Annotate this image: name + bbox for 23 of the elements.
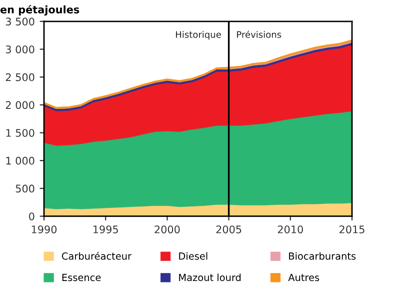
legend-label: Essence bbox=[62, 274, 101, 282]
y-tick-label: 500 bbox=[16, 184, 34, 193]
y-tick-label: 1 500 bbox=[6, 128, 34, 137]
x-tick-label: 2015 bbox=[340, 225, 364, 234]
x-tick-label: 2010 bbox=[278, 225, 303, 234]
y-tick-label: 3 000 bbox=[6, 45, 34, 54]
y-tick-label: 3 500 bbox=[6, 18, 34, 26]
x-tick-label: 2005 bbox=[216, 225, 242, 234]
x-tick-label: 1995 bbox=[93, 225, 118, 234]
legend-label: Autres bbox=[288, 274, 320, 282]
y-tick-label: 1 000 bbox=[6, 156, 34, 165]
x-tick-label: 1990 bbox=[32, 225, 57, 234]
x-tick-label: 2000 bbox=[154, 225, 180, 234]
legend-label: Biocarburants bbox=[289, 252, 356, 260]
annotation: Prévisions bbox=[237, 30, 282, 38]
legend-label: Diesel bbox=[179, 252, 208, 260]
legend-label: Mazout lourd bbox=[179, 274, 241, 282]
y-tick-label: 2 000 bbox=[6, 101, 34, 109]
annotation: Historique bbox=[176, 30, 221, 40]
legend-label: Carburéacteur bbox=[62, 252, 132, 260]
y-tick-label: 2 500 bbox=[6, 73, 34, 82]
y-axis-title: en pétajoules bbox=[0, 4, 80, 16]
y-tick-label: 0 bbox=[29, 212, 34, 220]
